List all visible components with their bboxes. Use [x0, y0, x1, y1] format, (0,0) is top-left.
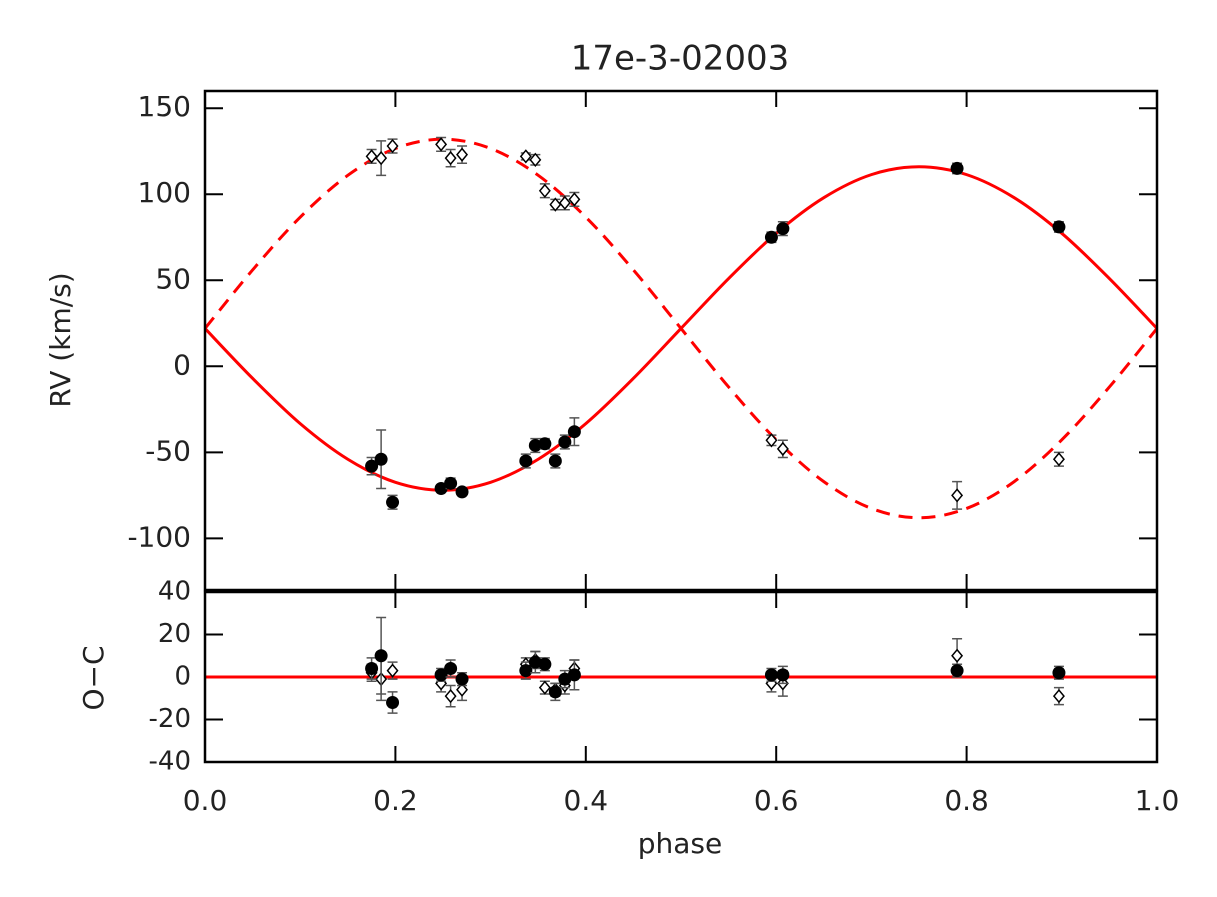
point — [538, 437, 552, 451]
x-tick-label: 0.4 — [564, 784, 609, 817]
y-tick-label: -40 — [149, 747, 191, 777]
point — [386, 138, 399, 154]
point — [558, 435, 572, 449]
point — [776, 222, 790, 236]
point — [764, 668, 778, 682]
point — [519, 454, 533, 468]
point — [455, 485, 469, 499]
point — [538, 183, 551, 198]
y-tick-label: 0 — [173, 348, 191, 381]
point — [1052, 452, 1065, 467]
y-tick-label: 150 — [138, 90, 191, 123]
point — [951, 488, 964, 503]
point — [538, 657, 552, 671]
point — [519, 149, 532, 164]
y-tick-label: -100 — [127, 520, 191, 553]
x-tick-label: 1.0 — [1135, 784, 1180, 817]
point — [365, 149, 378, 164]
point — [444, 476, 458, 490]
point — [548, 454, 562, 468]
point — [386, 663, 399, 678]
point — [455, 672, 469, 686]
point — [548, 685, 562, 699]
point — [374, 649, 388, 663]
point — [776, 441, 789, 457]
x-tick-label: 0.2 — [373, 784, 418, 817]
point — [549, 197, 562, 212]
y-axis-label: O−C — [77, 645, 110, 710]
point — [444, 688, 457, 704]
x-tick-label: 0.6 — [754, 784, 799, 817]
point — [434, 668, 448, 682]
point — [456, 682, 469, 697]
point — [558, 195, 571, 211]
point — [386, 696, 400, 709]
point — [374, 452, 388, 466]
y-tick-label: 20 — [158, 619, 191, 649]
x-axis-label: phase — [638, 827, 723, 860]
point — [538, 680, 551, 695]
point — [765, 433, 778, 448]
point — [950, 161, 964, 175]
point — [776, 668, 790, 682]
point — [764, 230, 778, 244]
plot-frame — [203, 590, 1159, 764]
point — [529, 152, 542, 167]
point — [365, 662, 379, 675]
point — [386, 495, 400, 509]
y-axis-label: RV (km/s) — [44, 272, 77, 407]
y-tick-label: 100 — [138, 176, 191, 209]
point — [951, 648, 964, 663]
y-tick-label: 50 — [155, 262, 191, 295]
point — [375, 150, 388, 166]
point — [365, 459, 379, 473]
chart-title: 17e-3-02003 — [571, 39, 790, 79]
point — [1052, 666, 1066, 680]
fit-curve — [203, 137, 1159, 520]
y-tick-label: 0 — [174, 662, 191, 692]
point — [434, 481, 448, 495]
point — [567, 425, 581, 439]
y-tick-label: -20 — [149, 704, 191, 734]
point — [950, 664, 964, 678]
point — [1052, 220, 1066, 234]
point — [444, 150, 457, 166]
y-tick-label: -50 — [145, 434, 191, 467]
y-tick-label: 40 — [158, 577, 191, 607]
point — [519, 664, 533, 678]
point — [1052, 688, 1065, 704]
point — [456, 147, 469, 162]
point — [444, 662, 458, 675]
point — [568, 192, 581, 207]
point — [567, 668, 581, 682]
x-tick-label: 0.0 — [183, 784, 228, 817]
plot-frame — [203, 89, 1159, 592]
point — [435, 137, 448, 152]
x-tick-label: 0.8 — [944, 784, 989, 817]
